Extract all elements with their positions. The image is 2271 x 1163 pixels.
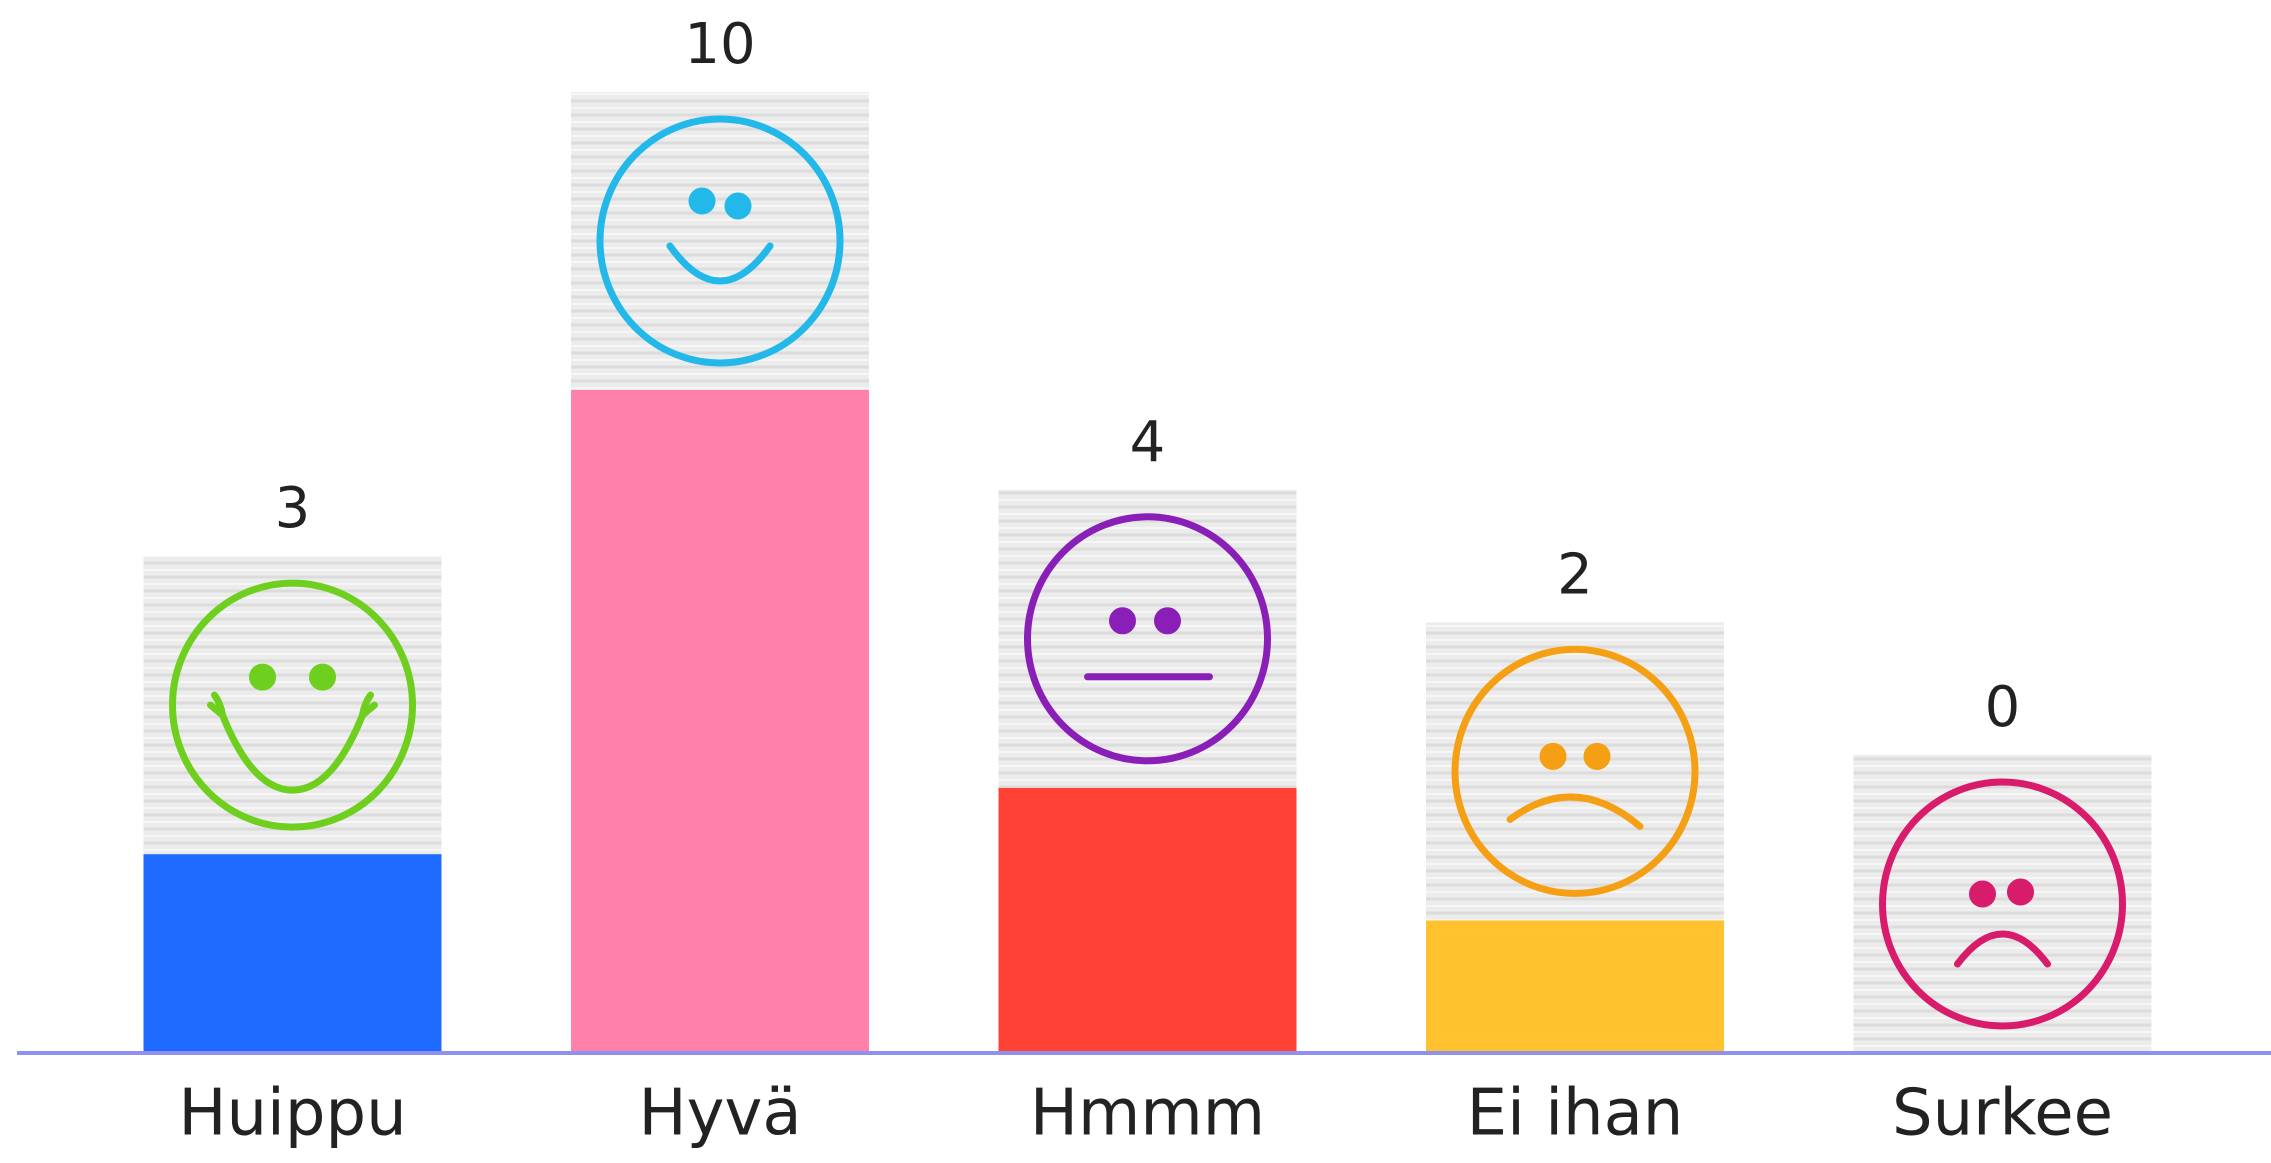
bar <box>571 390 869 1053</box>
face-icon <box>1451 645 1699 897</box>
face-mouth <box>666 242 774 285</box>
face-eye <box>1154 607 1181 635</box>
value-label: 0 <box>1985 675 2021 740</box>
face-eye <box>1109 607 1136 635</box>
face-eye <box>249 663 276 691</box>
value-label: 2 <box>1557 543 1593 608</box>
face-icon <box>1024 513 1271 765</box>
icon-tile <box>998 489 1297 788</box>
plot-area: 3 Huippu 10 Hyvä 4 Hmmm 2 Ei ihan 0 Surkee <box>143 12 2152 1151</box>
face-mouth <box>1954 930 2051 968</box>
icon-tile <box>143 556 442 855</box>
face-eye <box>2007 878 2034 906</box>
icon-tile <box>1853 755 2152 1053</box>
x-tick-label: Surkee <box>1892 1077 2113 1151</box>
x-tick-label: Hmmm <box>1030 1077 1265 1151</box>
face-eye <box>688 187 716 215</box>
bar <box>143 854 442 1053</box>
face-eye <box>1969 880 1996 908</box>
bar <box>1426 920 1724 1053</box>
value-label: 10 <box>684 12 755 77</box>
x-tick-label: Hyvä <box>638 1077 801 1151</box>
face-icon <box>1879 778 2126 1030</box>
face-eye <box>1539 742 1567 770</box>
face-eye <box>724 192 752 220</box>
value-label: 4 <box>1130 410 1166 475</box>
face-mouth <box>1506 793 1644 830</box>
face-icon <box>596 115 844 367</box>
bar <box>998 787 1297 1053</box>
x-tick-label: Huippu <box>178 1077 406 1151</box>
icon-tile <box>1426 622 1724 921</box>
face-outline <box>596 115 844 367</box>
x-tick-label: Ei ihan <box>1467 1077 1684 1151</box>
face-mouth <box>207 691 378 794</box>
face-eye <box>1583 742 1611 770</box>
face-eye <box>309 663 336 691</box>
face-outline <box>1879 778 2126 1030</box>
face-outline <box>1024 513 1271 765</box>
icon-tile <box>571 92 869 390</box>
face-outline <box>1451 645 1699 897</box>
face-icon <box>169 579 416 831</box>
value-label: 3 <box>275 476 311 541</box>
face-outline <box>169 579 416 831</box>
